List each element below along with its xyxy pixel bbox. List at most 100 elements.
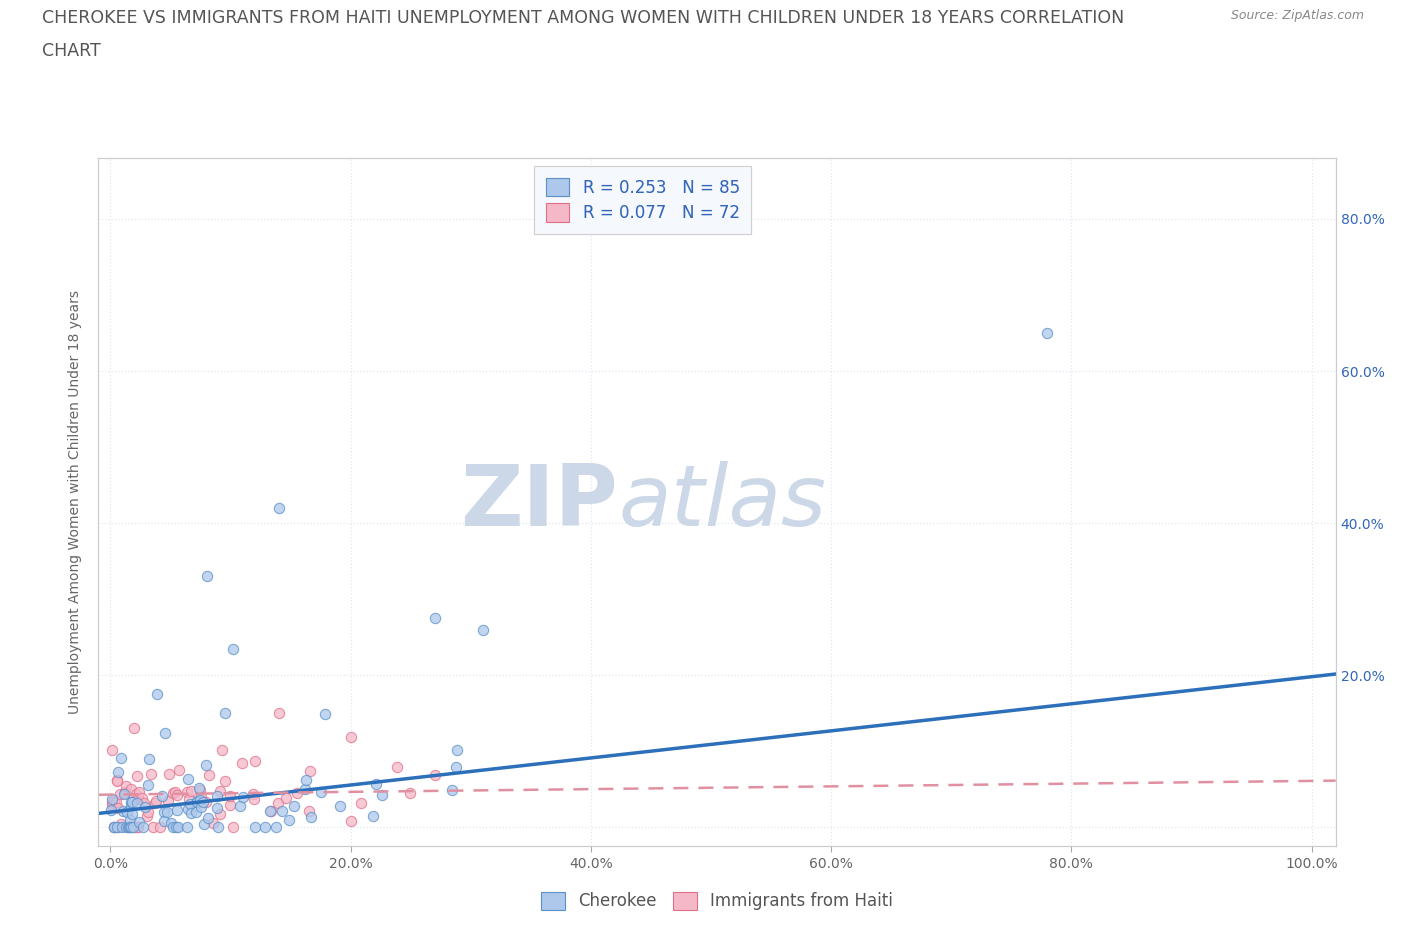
Point [125, 819, 148, 834]
Point [219, 789, 242, 804]
Point [111, 819, 134, 834]
Point [125, 796, 148, 811]
Point [349, 796, 371, 811]
Point [193, 817, 215, 831]
Point [150, 789, 173, 804]
Point [117, 819, 139, 834]
Point [136, 804, 159, 819]
Point [146, 687, 169, 702]
Point [222, 642, 245, 657]
Point [127, 768, 149, 783]
Point [103, 819, 125, 834]
Point [294, 782, 316, 797]
Point [127, 790, 149, 805]
Point [121, 819, 143, 834]
Point [118, 819, 141, 834]
Point [110, 817, 132, 831]
Point [103, 819, 125, 834]
Point [423, 611, 446, 626]
Point [160, 816, 183, 830]
Point [132, 819, 155, 834]
Point [208, 783, 231, 798]
Point [283, 799, 305, 814]
Point [115, 778, 138, 793]
Point [166, 819, 188, 834]
Point [440, 782, 463, 797]
Point [188, 781, 211, 796]
Point [107, 764, 129, 779]
Point [340, 814, 363, 829]
Point [267, 706, 290, 721]
Point [115, 819, 138, 834]
Point [115, 804, 138, 819]
Point [314, 707, 336, 722]
Point [176, 785, 198, 800]
Point [100, 794, 122, 809]
Point [311, 785, 333, 800]
Point [444, 759, 467, 774]
Point [165, 785, 187, 800]
Point [188, 792, 211, 807]
Point [122, 819, 145, 834]
Point [162, 819, 184, 834]
Point [190, 799, 212, 814]
Point [138, 751, 160, 766]
Point [105, 794, 128, 809]
Point [205, 788, 228, 803]
Y-axis label: Unemployment Among Women with Children Under 18 years: Unemployment Among Women with Children U… [69, 290, 83, 714]
Point [198, 767, 221, 782]
Point [114, 785, 136, 800]
Point [186, 793, 208, 808]
Point [141, 766, 163, 781]
Point [127, 819, 149, 834]
Point [131, 790, 153, 805]
Point [231, 756, 253, 771]
Point [277, 813, 299, 828]
Point [110, 787, 132, 802]
Point [229, 798, 252, 813]
Point [142, 819, 165, 834]
Point [211, 742, 233, 757]
Point [339, 730, 361, 745]
Point [125, 786, 148, 801]
Point [260, 804, 283, 818]
Point [149, 819, 172, 834]
Point [176, 772, 198, 787]
Point [294, 773, 316, 788]
Point [195, 569, 218, 584]
Point [100, 791, 122, 806]
Point [134, 795, 156, 810]
Point [103, 792, 125, 807]
Point [1036, 326, 1059, 340]
Point [100, 803, 122, 817]
Point [120, 794, 142, 809]
Point [103, 819, 125, 834]
Point [111, 804, 134, 818]
Point [122, 819, 145, 834]
Point [242, 787, 264, 802]
Point [128, 815, 150, 830]
Point [190, 790, 212, 804]
Point [184, 804, 207, 819]
Point [165, 819, 187, 834]
Legend: Cherokee, Immigrants from Haiti: Cherokee, Immigrants from Haiti [534, 885, 900, 917]
Point [100, 798, 122, 813]
Text: atlas: atlas [619, 460, 827, 544]
Point [214, 706, 236, 721]
Point [157, 766, 180, 781]
Point [266, 796, 288, 811]
Point [162, 786, 184, 801]
Point [186, 794, 208, 809]
Point [361, 809, 384, 824]
Point [371, 788, 394, 803]
Legend: R = 0.253   N = 85, R = 0.077   N = 72: R = 0.253 N = 85, R = 0.077 N = 72 [534, 166, 751, 233]
Point [264, 819, 287, 834]
Point [114, 786, 136, 801]
Point [112, 787, 135, 802]
Point [105, 819, 128, 834]
Point [267, 500, 290, 515]
Point [156, 804, 179, 819]
Point [398, 785, 420, 800]
Point [176, 802, 198, 817]
Point [166, 788, 188, 803]
